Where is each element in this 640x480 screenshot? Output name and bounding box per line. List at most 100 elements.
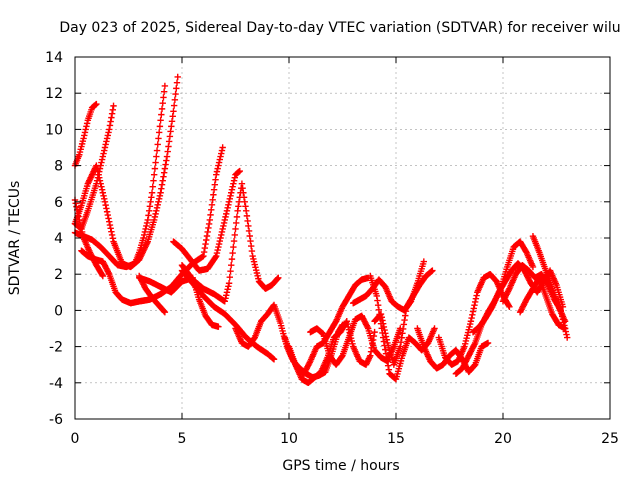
data-point bbox=[236, 167, 243, 175]
data-point bbox=[81, 132, 88, 139]
data-point bbox=[204, 228, 211, 236]
data-point bbox=[240, 194, 248, 201]
data-point bbox=[108, 114, 115, 121]
data-point bbox=[143, 219, 151, 227]
data-point bbox=[156, 123, 164, 130]
x-tick-label: 10 bbox=[280, 431, 298, 447]
data-point bbox=[101, 144, 109, 151]
data-point bbox=[107, 118, 114, 125]
data-point bbox=[215, 159, 223, 166]
data-point bbox=[470, 305, 477, 312]
data-point bbox=[158, 111, 165, 118]
data-point bbox=[473, 292, 480, 299]
data-point bbox=[142, 225, 149, 233]
data-point bbox=[159, 99, 166, 107]
data-point bbox=[469, 311, 476, 319]
data-point bbox=[147, 198, 154, 205]
y-tick-labels: -6 -4 -2 0 2 4 6 8 10 12 14 bbox=[45, 50, 63, 428]
data-point bbox=[103, 208, 111, 215]
data-point bbox=[468, 314, 475, 322]
data-point bbox=[98, 159, 105, 166]
data-point bbox=[229, 183, 236, 190]
data-point bbox=[374, 301, 382, 309]
data-point bbox=[148, 189, 156, 196]
y-tick-label: 0 bbox=[54, 303, 63, 319]
data-point bbox=[104, 132, 112, 139]
data-point bbox=[206, 216, 214, 224]
data-point bbox=[161, 82, 169, 90]
x-tick-label: 20 bbox=[494, 431, 512, 447]
series-track-10 bbox=[178, 180, 282, 305]
data-point bbox=[168, 123, 175, 130]
data-point bbox=[168, 118, 176, 125]
data-point bbox=[564, 334, 571, 341]
data-point bbox=[107, 225, 114, 232]
data-point bbox=[82, 126, 89, 133]
data-point bbox=[270, 356, 278, 363]
data-point bbox=[167, 128, 174, 135]
data-point bbox=[150, 177, 157, 184]
data-point bbox=[157, 189, 164, 196]
data-point bbox=[165, 143, 172, 150]
data-point bbox=[228, 186, 236, 193]
data-point bbox=[98, 186, 106, 193]
data-point bbox=[243, 212, 251, 220]
data-point bbox=[374, 297, 381, 304]
data-point bbox=[471, 341, 478, 348]
data-point bbox=[93, 100, 100, 108]
data-point bbox=[230, 177, 238, 184]
data-point bbox=[420, 258, 428, 265]
data-point bbox=[106, 126, 113, 133]
x-tick-label: 0 bbox=[71, 431, 80, 447]
data-point bbox=[338, 353, 345, 360]
data-point bbox=[208, 201, 216, 209]
data-point bbox=[94, 168, 102, 175]
y-tick-label: 2 bbox=[54, 267, 63, 283]
data-point bbox=[472, 295, 480, 302]
data-point bbox=[75, 213, 82, 220]
data-point bbox=[306, 359, 313, 366]
data-point bbox=[561, 325, 569, 332]
data-point bbox=[157, 117, 164, 124]
chart-title: Day 023 of 2025, Sidereal Day-to-day VTE… bbox=[59, 20, 620, 36]
data-point bbox=[97, 180, 104, 187]
data-point bbox=[110, 102, 117, 110]
data-point bbox=[81, 129, 89, 136]
data-point bbox=[174, 73, 181, 81]
series-track-11 bbox=[178, 267, 278, 363]
data-point bbox=[105, 269, 112, 276]
data-point bbox=[402, 308, 410, 315]
data-point bbox=[399, 325, 407, 333]
data-point bbox=[158, 185, 165, 192]
data-point bbox=[140, 231, 148, 239]
data-point bbox=[163, 157, 170, 164]
data-point bbox=[220, 219, 228, 227]
data-point bbox=[213, 252, 220, 260]
data-point bbox=[224, 286, 231, 293]
data-point bbox=[227, 267, 234, 275]
data-point bbox=[159, 177, 166, 184]
data-point bbox=[244, 217, 251, 225]
series-track-25 bbox=[516, 274, 569, 332]
data-point bbox=[217, 153, 224, 160]
data-point bbox=[149, 183, 156, 190]
data-point bbox=[205, 220, 213, 228]
data-point bbox=[233, 213, 241, 221]
data-point bbox=[377, 310, 385, 318]
data-point bbox=[228, 189, 235, 196]
data-point bbox=[367, 352, 374, 359]
data-point bbox=[399, 330, 406, 337]
data-point bbox=[364, 323, 371, 331]
data-point bbox=[215, 323, 222, 330]
data-point bbox=[214, 246, 221, 254]
data-point bbox=[402, 312, 409, 319]
data-point bbox=[202, 240, 209, 248]
data-point bbox=[380, 323, 388, 331]
data-point bbox=[99, 153, 107, 160]
data-point bbox=[200, 248, 208, 256]
data-point bbox=[172, 90, 179, 98]
y-tick-label: 4 bbox=[54, 231, 63, 247]
data-point bbox=[383, 336, 390, 343]
data-point bbox=[158, 181, 166, 188]
data-point bbox=[471, 298, 479, 306]
